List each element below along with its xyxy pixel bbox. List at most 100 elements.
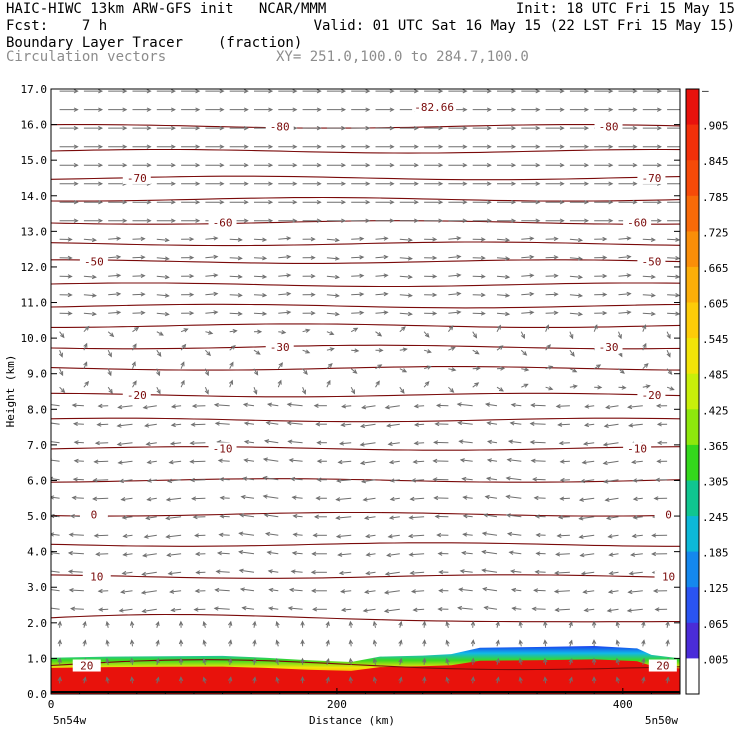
circulation-vector	[375, 144, 395, 149]
circulation-vector	[383, 608, 400, 614]
circulation-vector	[398, 676, 403, 684]
circulation-vector	[472, 311, 486, 316]
circulation-vector	[399, 293, 413, 298]
circulation-vector	[302, 273, 316, 279]
circulation-vector	[132, 107, 152, 112]
temperature-contour	[51, 417, 680, 423]
circulation-vector	[410, 589, 425, 594]
circulation-vector	[229, 329, 238, 334]
circulation-vector	[448, 144, 468, 149]
circulation-vector	[59, 125, 79, 131]
circulation-vector	[497, 199, 517, 205]
circulation-vector	[448, 325, 454, 333]
circulation-vector	[545, 162, 565, 168]
circulation-vector	[70, 606, 84, 611]
tracer-core	[51, 659, 680, 694]
circulation-vector	[121, 515, 133, 520]
circulation-vector	[202, 657, 207, 665]
circulation-vector	[156, 386, 161, 395]
circulation-vector	[180, 328, 189, 333]
circulation-vector	[424, 125, 444, 131]
circulation-vector	[97, 588, 109, 594]
circulation-vector	[132, 380, 137, 388]
circulation-vector	[569, 162, 590, 168]
circulation-vector	[521, 144, 541, 149]
circulation-vector	[557, 422, 570, 427]
circulation-vector	[132, 326, 140, 333]
circulation-vector	[375, 364, 383, 370]
circulation-vector	[71, 495, 84, 501]
circulation-vector	[399, 368, 408, 373]
circulation-vector	[156, 368, 161, 377]
temperature-contour	[51, 446, 680, 451]
circulation-vector	[534, 569, 546, 575]
circulation-vector	[59, 255, 73, 261]
x-tick-label: 200	[327, 698, 347, 711]
circulation-vector	[530, 458, 546, 463]
circulation-vector	[375, 107, 395, 112]
contour-label: -70	[127, 172, 147, 185]
circulation-vector	[448, 89, 468, 94]
circulation-vector	[205, 254, 219, 260]
circulation-vector	[132, 310, 146, 316]
temperature-contour	[51, 196, 680, 202]
circulation-vector	[313, 403, 327, 408]
circulation-vector	[545, 199, 565, 205]
circulation-vector	[594, 292, 608, 297]
circulation-vector	[351, 292, 365, 297]
circulation-vector	[254, 89, 274, 94]
circulation-vector	[459, 569, 473, 574]
circulation-vector	[326, 331, 335, 336]
circulation-vector	[348, 676, 354, 684]
contour-label: -30	[270, 341, 290, 354]
circulation-vector	[632, 515, 643, 520]
circulation-vector	[448, 346, 456, 351]
circulation-vector	[656, 440, 668, 446]
circulation-vector	[108, 236, 122, 241]
circulation-vector	[83, 274, 97, 280]
circulation-vector	[350, 386, 356, 395]
circulation-vector	[665, 620, 670, 628]
circulation-vector	[399, 199, 419, 205]
x-axis-label: Distance (km)	[309, 714, 395, 727]
circulation-vector	[229, 256, 243, 261]
circulation-vector	[472, 349, 480, 355]
circulation-vector	[129, 620, 135, 628]
circulation-vector	[642, 342, 647, 351]
circulation-vector	[311, 588, 327, 593]
circulation-vector	[432, 477, 449, 482]
circulation-vector	[229, 293, 243, 298]
circulation-vector	[448, 236, 462, 241]
circulation-vector	[132, 292, 146, 297]
circulation-vector	[651, 551, 668, 557]
circulation-vector	[654, 607, 668, 612]
circulation-vector	[448, 218, 468, 223]
circulation-vector	[228, 379, 234, 388]
circulation-vector	[156, 162, 176, 168]
colorbar-swatch	[686, 622, 699, 659]
circulation-vector	[95, 551, 109, 557]
circulation-vector	[194, 551, 206, 557]
temperature-contour	[51, 344, 680, 350]
circulation-vector	[145, 515, 157, 521]
header-vector-field: Circulation vectors	[6, 49, 167, 65]
y-tick-label: 12.0	[21, 261, 48, 274]
circulation-vector	[302, 255, 316, 260]
circulation-vector	[594, 310, 608, 316]
circulation-vector	[181, 292, 195, 297]
circulation-vector	[340, 589, 352, 594]
circulation-vector	[59, 311, 73, 316]
circulation-vector	[351, 310, 365, 316]
circulation-vector	[278, 181, 298, 186]
circulation-vector	[229, 199, 249, 205]
circulation-vector	[351, 125, 371, 131]
circulation-vector	[388, 459, 400, 465]
circulation-vector	[278, 218, 298, 223]
circulation-vector	[82, 639, 87, 647]
circulation-vector	[423, 381, 430, 388]
circulation-vector	[448, 273, 462, 278]
circulation-vector	[169, 441, 182, 446]
circulation-vector	[458, 587, 473, 592]
circulation-vector	[51, 495, 60, 500]
circulation-vector	[205, 273, 219, 278]
